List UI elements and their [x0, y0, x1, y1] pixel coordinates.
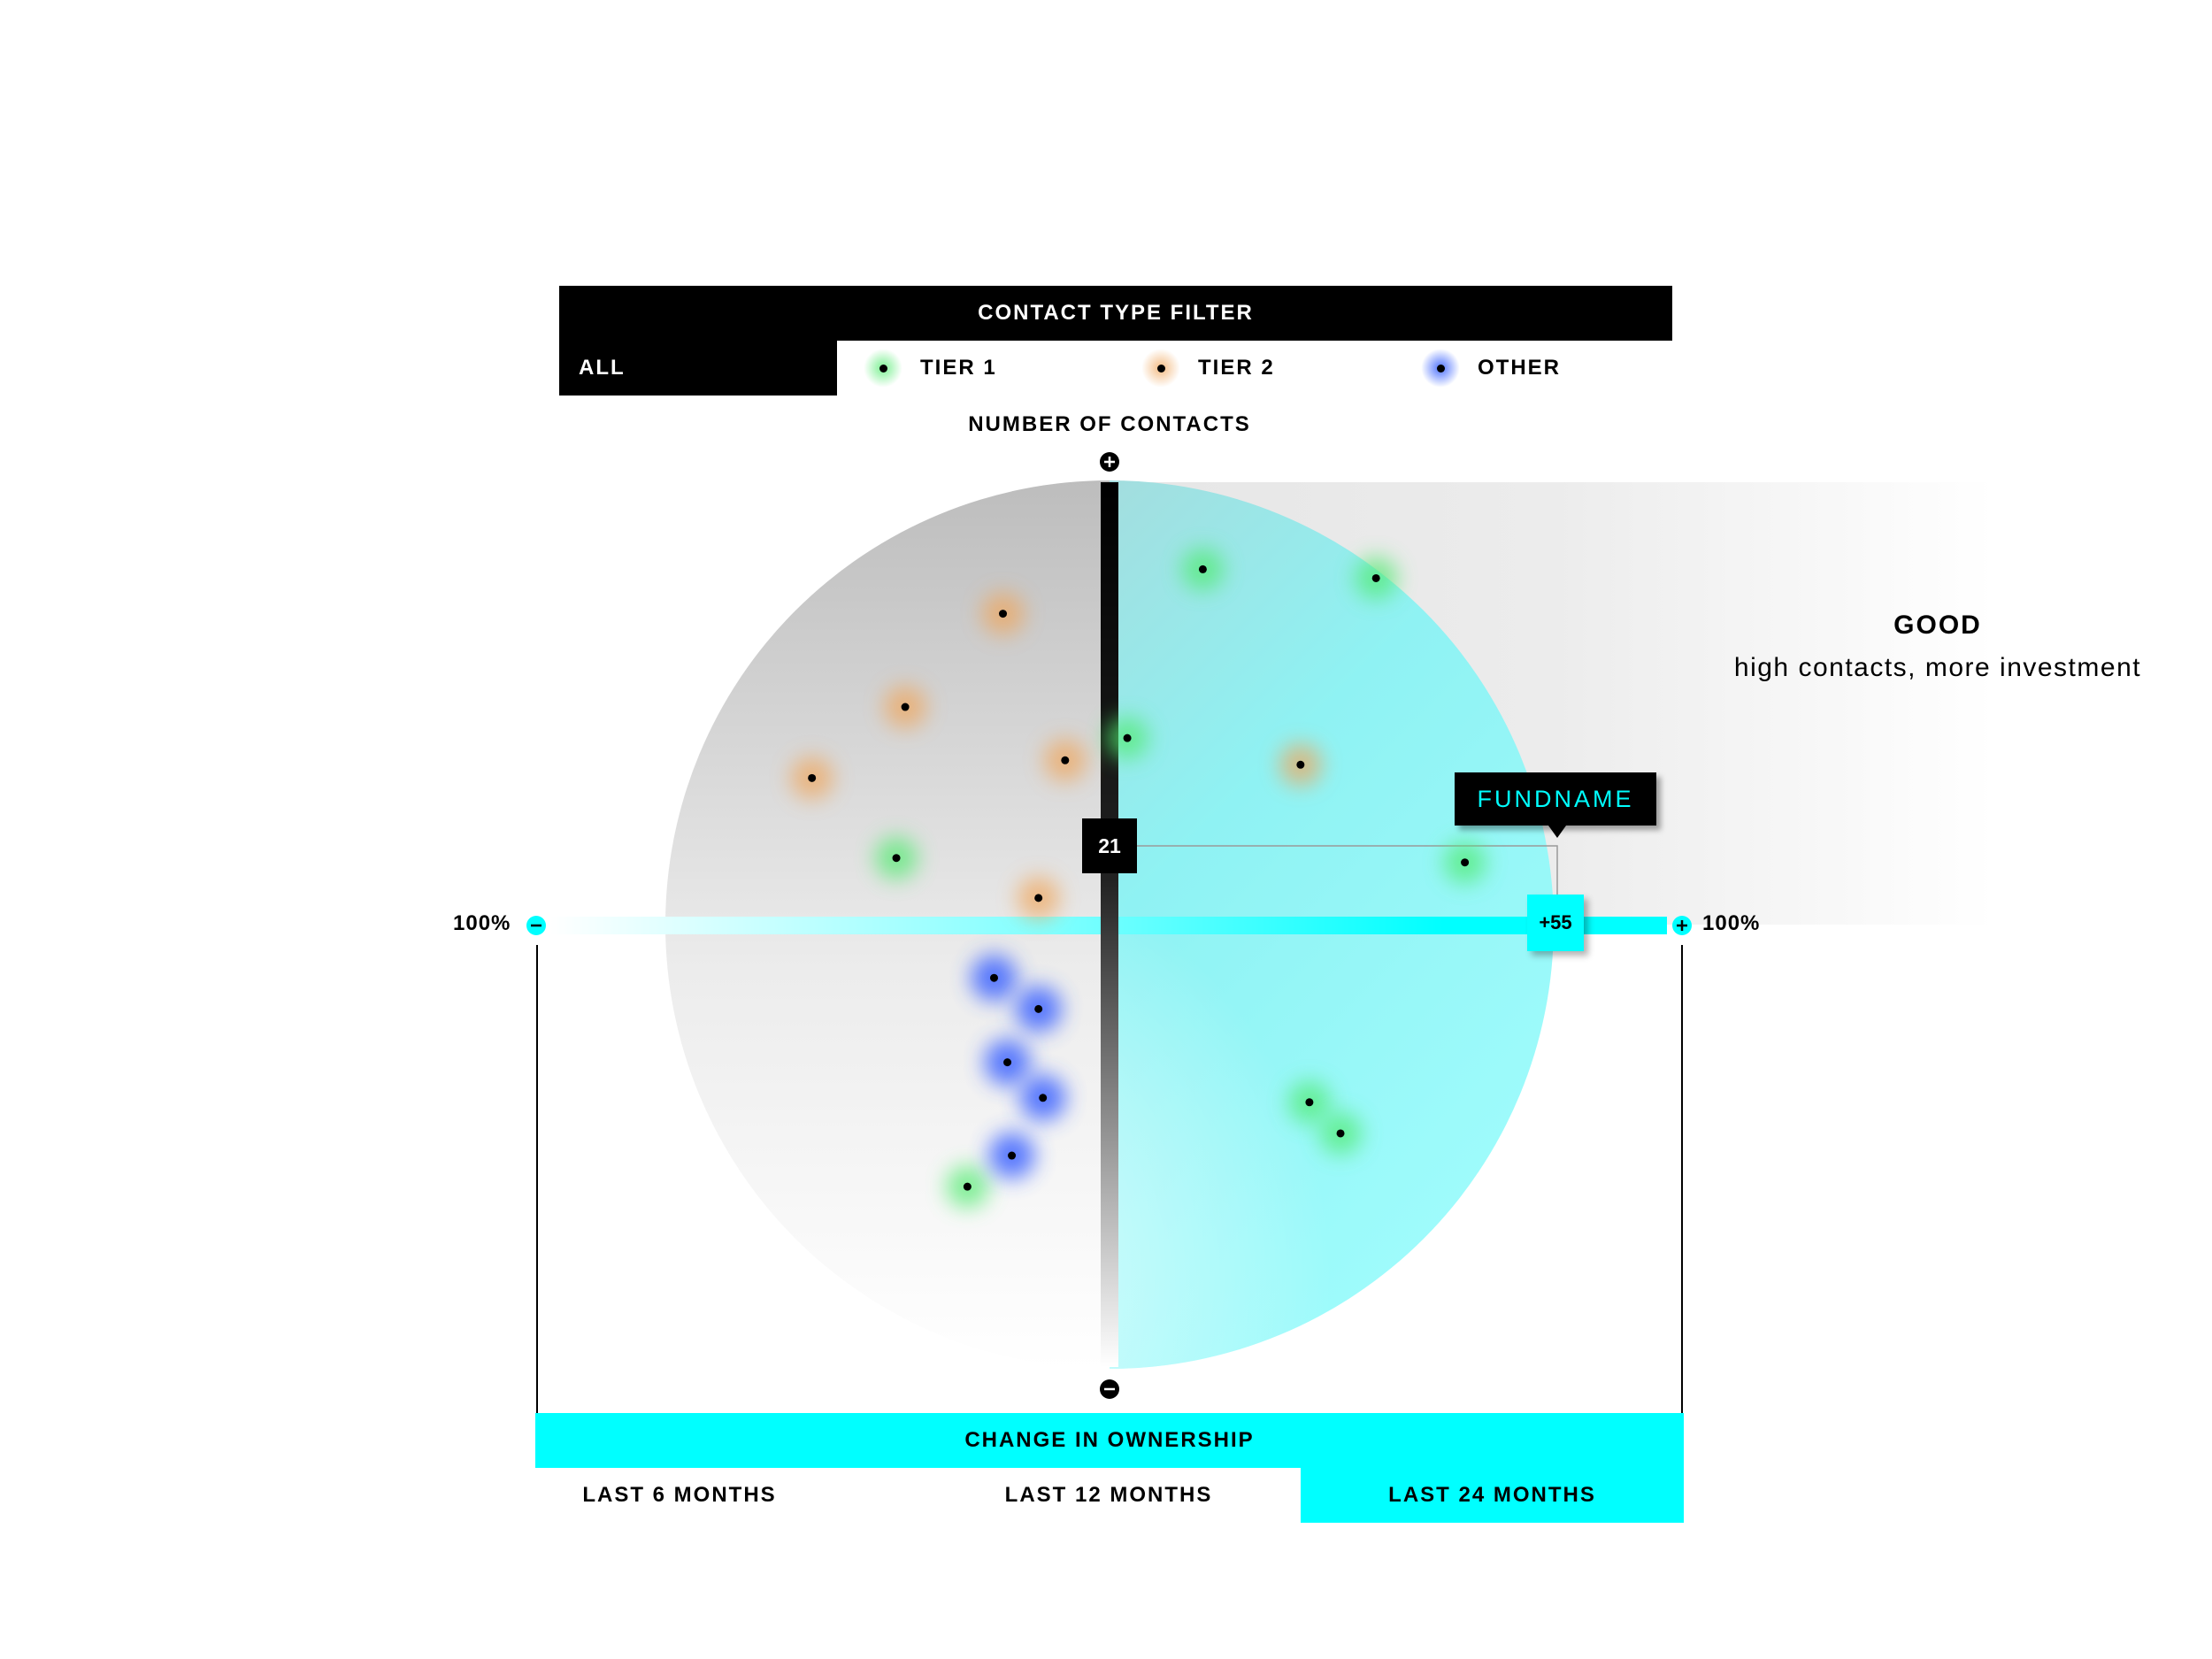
filter-option-label: TIER 2: [1198, 356, 1275, 380]
fund-name-tooltip: FUNDNAME: [1455, 772, 1656, 838]
data-point-tier-1-6[interactable]: [1287, 1080, 1331, 1124]
data-point-tier-2-2[interactable]: [884, 686, 927, 729]
data-point-tier-1-4[interactable]: [875, 836, 918, 879]
other-dot-icon: [1421, 349, 1460, 388]
filter-option-label: TIER 1: [920, 356, 997, 380]
filter-option-all[interactable]: ALL: [559, 341, 837, 396]
data-point-tier-2-4[interactable]: [1043, 739, 1087, 782]
data-point-tier-2-3[interactable]: [790, 757, 833, 800]
data-point-other-4[interactable]: [1019, 1074, 1066, 1121]
data-point-tier-1-1[interactable]: [1181, 548, 1225, 591]
period-option-24-months[interactable]: LAST 24 MONTHS: [1301, 1468, 1684, 1523]
data-point-other-5[interactable]: [988, 1133, 1035, 1179]
data-point-tier-2-5[interactable]: [1279, 743, 1322, 787]
y-axis-minus-icon[interactable]: [1100, 1379, 1119, 1399]
contact-type-filter-title: CONTACT TYPE FILTER: [559, 286, 1672, 341]
filter-option-tier-2[interactable]: TIER 2: [1141, 341, 1407, 396]
data-point-tier-2-1[interactable]: [981, 592, 1025, 635]
good-quadrant-description: high contacts, more investment: [1733, 653, 2142, 682]
data-point-other-1[interactable]: [971, 955, 1018, 1002]
change-in-ownership-title: CHANGE IN OWNERSHIP: [535, 1413, 1684, 1468]
x-value-badge: +55: [1527, 895, 1584, 951]
data-point-tier-1-7[interactable]: [1319, 1111, 1363, 1155]
data-point-other-3[interactable]: [984, 1039, 1031, 1086]
data-points-layer: [790, 548, 1486, 1209]
data-point-tier-1-2[interactable]: [1355, 557, 1398, 600]
x-axis-min-label: 100%: [453, 911, 511, 935]
x-axis-plus-icon[interactable]: [1672, 916, 1692, 935]
period-option-12-months[interactable]: LAST 12 MONTHS: [1004, 1483, 1213, 1507]
data-point-tier-1-3[interactable]: [1106, 717, 1149, 760]
period-option-6-months[interactable]: LAST 6 MONTHS: [582, 1483, 777, 1507]
tier-1-dot-icon: [864, 349, 902, 388]
data-point-tier-1-5[interactable]: [1443, 841, 1486, 884]
x-axis-max-label: 100%: [1702, 911, 1761, 935]
tier-2-dot-icon: [1141, 349, 1180, 388]
filter-option-label: OTHER: [1478, 356, 1561, 380]
filter-option-tier-1[interactable]: TIER 1: [864, 341, 1129, 396]
filter-option-label: ALL: [579, 356, 626, 380]
x-axis-minus-icon[interactable]: [526, 916, 546, 935]
y-value-connector: [1137, 845, 1558, 895]
data-point-tier-1-8[interactable]: [946, 1165, 989, 1209]
filter-option-other[interactable]: OTHER: [1421, 341, 1672, 396]
data-point-tier-2-6[interactable]: [1017, 876, 1060, 919]
good-quadrant-title: GOOD: [1893, 611, 1982, 640]
y-axis-bar: [1101, 482, 1118, 1367]
y-axis-plus-icon[interactable]: [1100, 452, 1119, 472]
y-axis-label: NUMBER OF CONTACTS: [968, 412, 1251, 436]
y-value-badge: 21: [1082, 818, 1137, 873]
data-point-other-2[interactable]: [1015, 986, 1062, 1033]
